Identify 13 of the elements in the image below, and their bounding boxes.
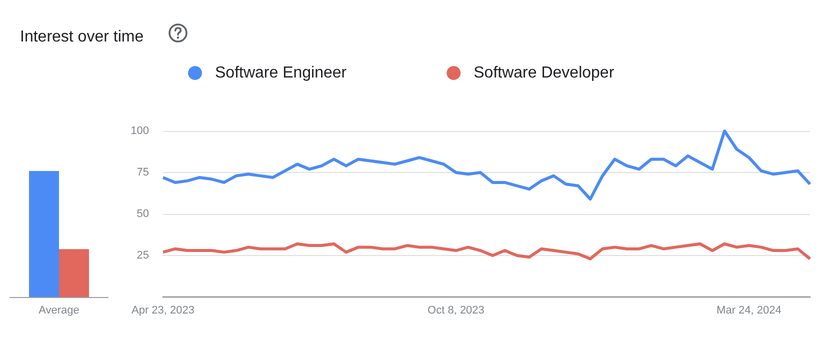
x-tick-label: Oct 8, 2023 [428, 304, 484, 316]
y-tick-label: 50 [136, 208, 149, 220]
legend-label: Software Engineer [215, 64, 348, 82]
line-series [162, 130, 812, 201]
chart-title: Interest over time [20, 28, 144, 46]
x-tick-label: Apr 23, 2023 [132, 304, 194, 316]
y-tick-label: 25 [136, 250, 149, 262]
x-tick-label: Mar 24, 2024 [716, 304, 782, 316]
y-tick-label: 100 [130, 125, 149, 137]
x-tick-label: Average [38, 304, 80, 316]
legend-label: Software Developer [474, 64, 615, 82]
y-tick-label: 75 [136, 166, 149, 178]
line-series [162, 242, 812, 260]
